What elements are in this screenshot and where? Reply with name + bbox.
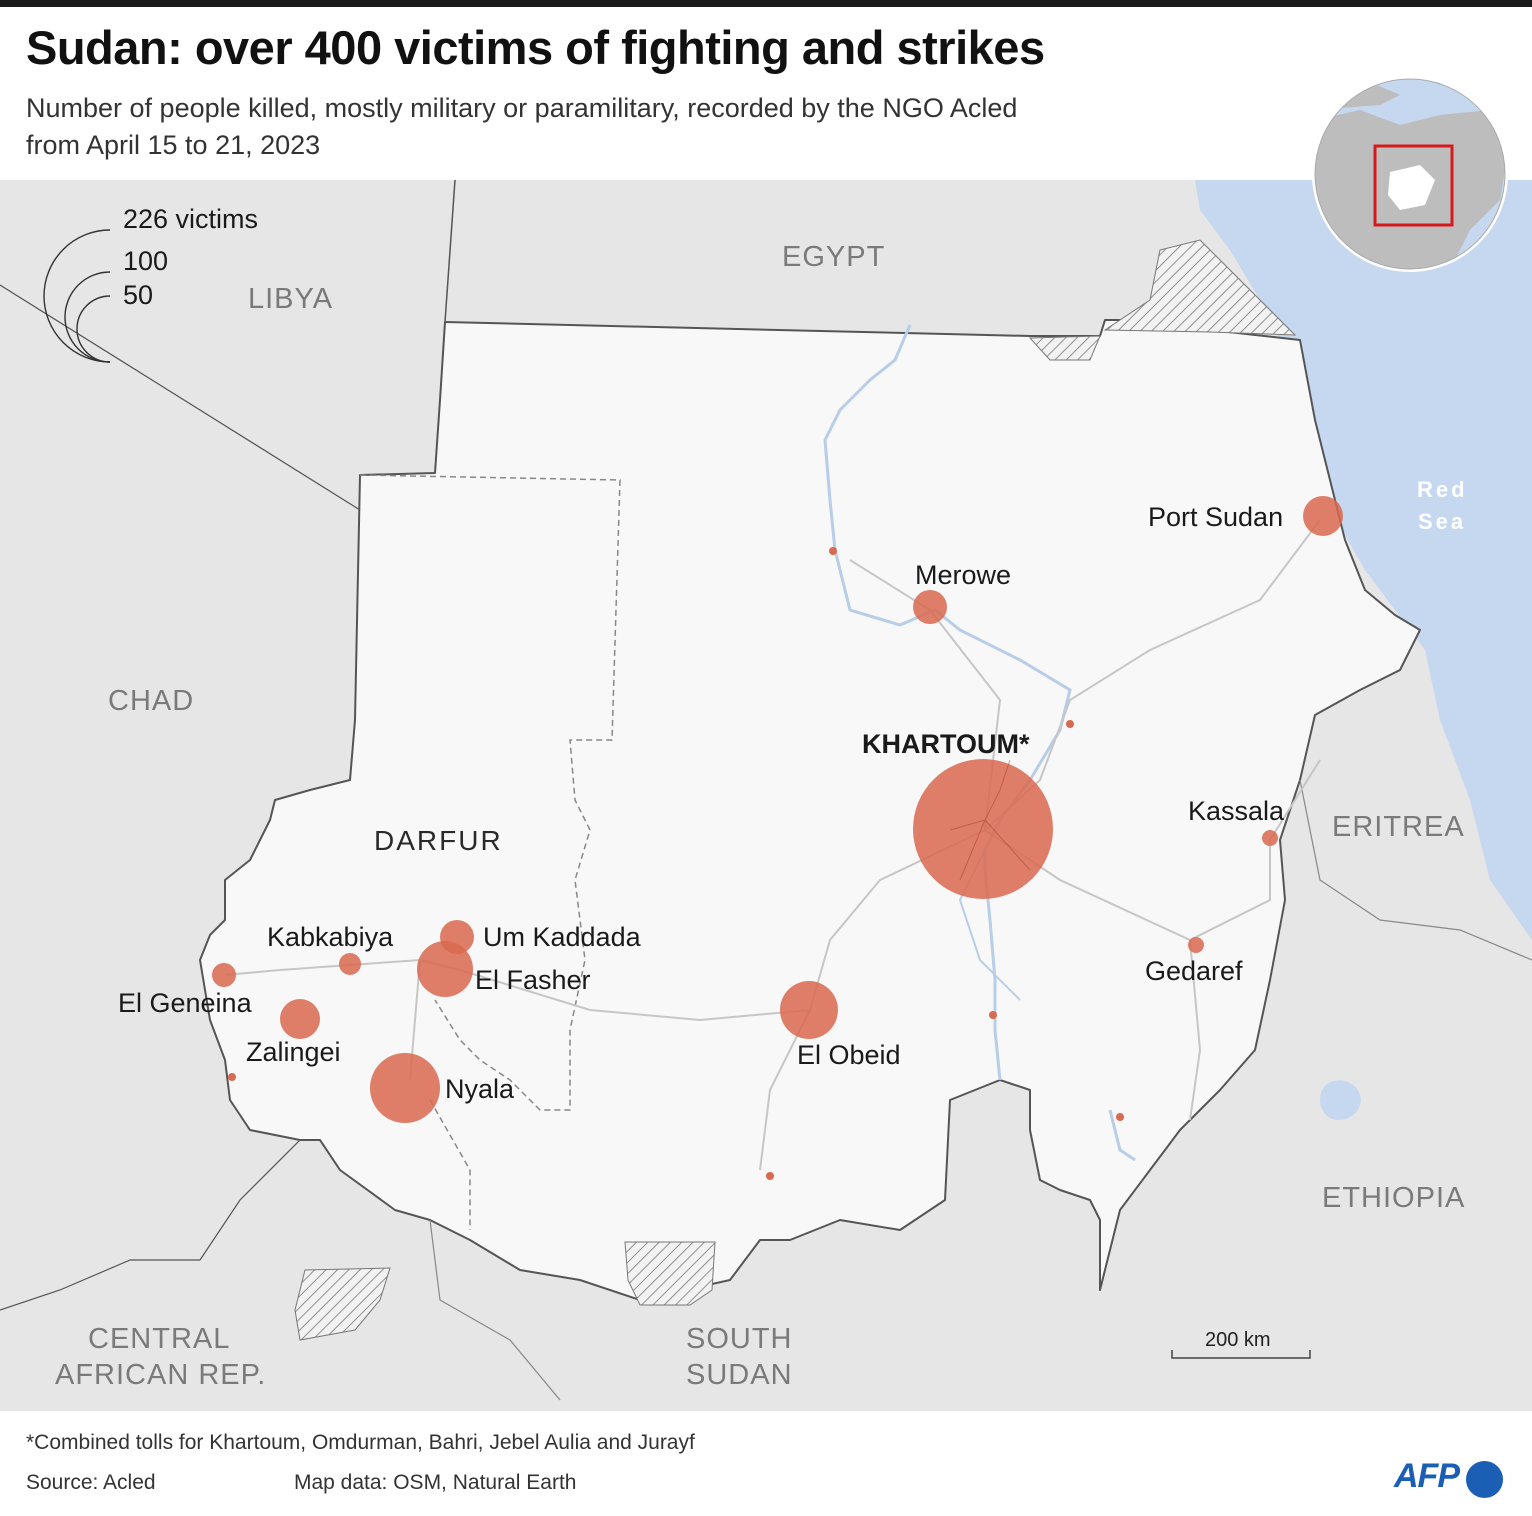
city-label-merowe: Merowe <box>915 560 1011 590</box>
country-label-eritrea: ERITREA <box>1332 811 1465 843</box>
blue-nile <box>1108 1109 1136 1162</box>
chad-car-border <box>0 1139 301 1311</box>
country-label-car-line2: AFRICAN REP. <box>55 1359 266 1391</box>
country-label-egypt: EGYPT <box>782 241 885 273</box>
city-label-gedaref: Gedaref <box>1145 956 1243 986</box>
city-label-port-sudan: Port Sudan <box>1148 502 1283 532</box>
city-label-nyala: Nyala <box>445 1074 515 1104</box>
abyei-area <box>624 1241 716 1306</box>
victim-symbols <box>212 496 1343 1123</box>
legend-arc-medium <box>64 271 111 363</box>
country-label-ethiopia: ETHIOPIA <box>1322 1182 1465 1214</box>
city-label-el-obeid: El Obeid <box>797 1040 901 1070</box>
symbol-kabkabiya <box>339 953 361 975</box>
legend-label-small: 50 <box>123 280 153 310</box>
symbol-el-fasher <box>417 941 473 997</box>
region-label-darfur: DARFUR <box>374 825 503 856</box>
lake-tana <box>1320 1080 1361 1120</box>
city-label-el-geneina: El Geneina <box>118 988 253 1018</box>
scale-bar-label: 200 km <box>1205 1329 1271 1351</box>
libya-chad-border <box>0 284 361 511</box>
red-sea <box>1195 180 1532 940</box>
scale-bar <box>1171 1350 1311 1359</box>
khartoum-confluence <box>949 759 1031 881</box>
country-label-ssudan-line2: SUDAN <box>686 1359 793 1391</box>
afp-logo-text: AFP <box>1394 1457 1460 1495</box>
country-label-ssudan-line1: SOUTH <box>686 1323 793 1355</box>
darfur-boundary-south <box>429 1099 471 1230</box>
car-ssudan-border <box>429 1219 561 1401</box>
map-canvas: LIBYA EGYPT CHAD ERITREA ETHIOPIA CENTRA… <box>0 180 1532 1411</box>
bir-tawil <box>1028 335 1101 361</box>
map-data-credit: Map data: OSM, Natural Earth <box>294 1471 577 1494</box>
city-label-khartoum: KHARTOUM* <box>862 729 1030 759</box>
symbol-port-sudan <box>1303 496 1343 536</box>
city-label-kassala: Kassala <box>1188 796 1285 826</box>
symbol-el-geneina <box>212 963 236 987</box>
legend-label-large: 226 victims <box>123 204 258 234</box>
legend-arc-small <box>76 295 111 363</box>
town-dot <box>1066 720 1074 728</box>
kafia-kingi <box>294 1267 391 1341</box>
city-label-el-fasher: El Fasher <box>475 965 591 995</box>
page-title: Sudan: over 400 victims of fighting and … <box>26 21 1045 74</box>
country-label-chad: CHAD <box>108 685 194 717</box>
afp-logo: AFP <box>1394 1455 1509 1505</box>
symbol-el-obeid <box>780 981 838 1039</box>
country-label-libya: LIBYA <box>248 283 333 315</box>
subtitle-line-2: from April 15 to 21, 2023 <box>26 130 321 160</box>
symbol-kassala <box>1262 830 1278 846</box>
legend-label-medium: 100 <box>123 246 168 276</box>
halaib-triangle <box>1103 239 1297 336</box>
footnote: *Combined tolls for Khartoum, Omdurman, … <box>26 1431 695 1454</box>
sudan-land <box>199 319 1421 1301</box>
sea-label-line2: Sea <box>1418 509 1466 534</box>
symbol-um-kaddada <box>440 920 474 954</box>
afp-logo-dot <box>1466 1461 1503 1498</box>
symbol-zalingei <box>280 999 320 1039</box>
subtitle: Number of people killed, mostly military… <box>26 90 1226 164</box>
map: LIBYA EGYPT CHAD ERITREA ETHIOPIA CENTRA… <box>0 180 1532 1411</box>
subtitle-line-1: Number of people killed, mostly military… <box>26 93 1018 123</box>
sea-label-line1: Red <box>1417 477 1468 502</box>
eritrea-ethiopia-border <box>1299 779 1532 961</box>
town-dot <box>766 1172 774 1180</box>
symbol-merowe <box>913 590 947 624</box>
city-label-um-kaddada: Um Kaddada <box>483 922 642 952</box>
symbol-khartoum <box>913 759 1053 899</box>
city-label-kabkabiya: Kabkabiya <box>267 922 394 952</box>
size-legend <box>43 229 111 363</box>
symbol-nyala <box>370 1053 440 1123</box>
city-label-zalingei: Zalingei <box>246 1037 341 1067</box>
symbol-gedaref <box>1188 937 1204 953</box>
top-rule <box>0 0 1532 7</box>
globe-europe <box>1330 82 1400 108</box>
darfur-boundary <box>359 474 621 1111</box>
libya-egypt-border <box>444 180 456 323</box>
source-credit: Source: Acled <box>26 1471 156 1494</box>
town-dot <box>228 1073 236 1081</box>
town-dot <box>989 1011 997 1019</box>
country-label-car-line1: CENTRAL <box>88 1323 230 1355</box>
legend-arc-large <box>43 229 111 363</box>
minor-town-dots <box>228 547 1124 1180</box>
town-dot <box>829 547 837 555</box>
town-dot <box>1116 1113 1124 1121</box>
